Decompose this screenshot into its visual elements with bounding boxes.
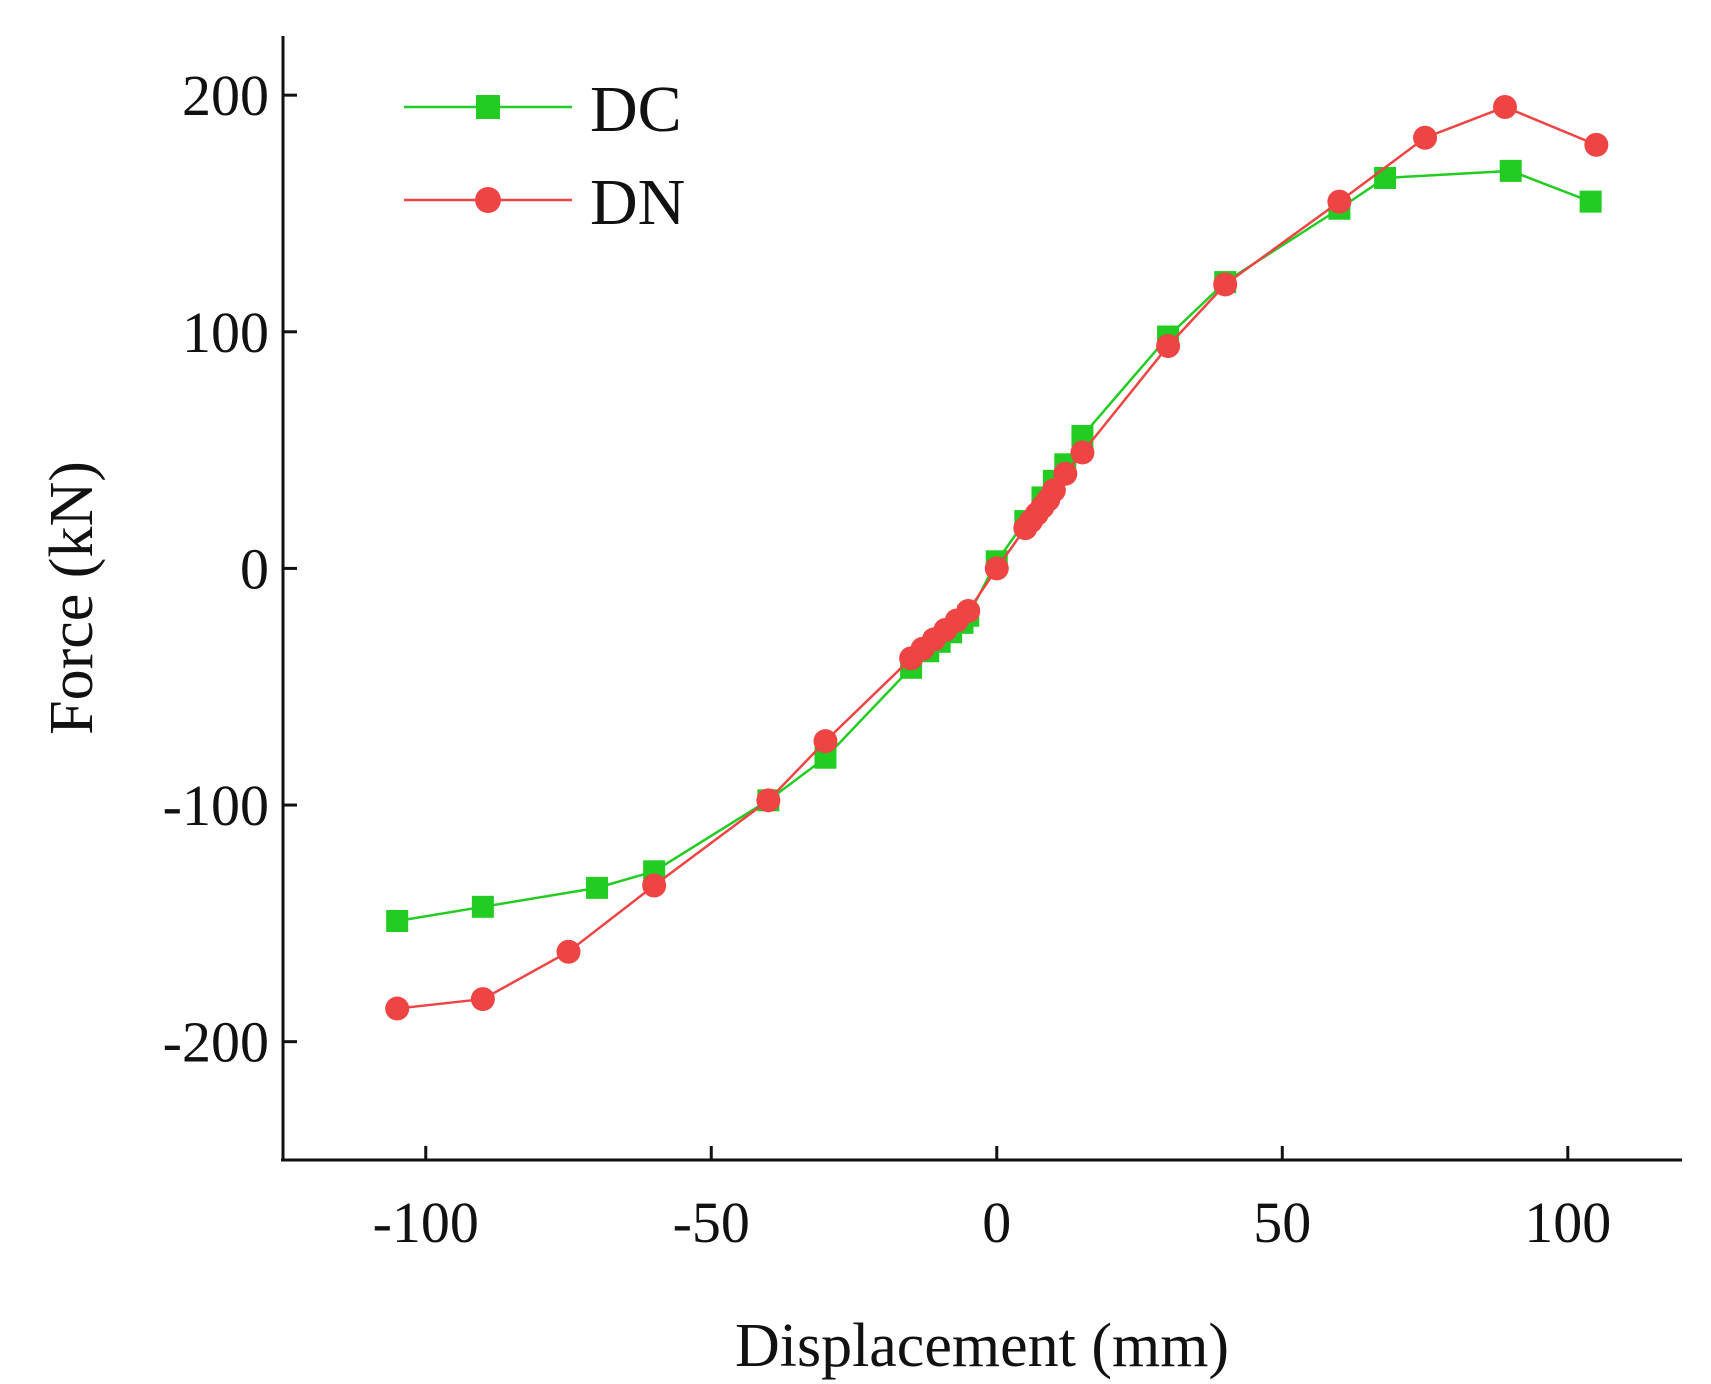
data-point-dn: [1413, 125, 1438, 150]
data-point-dc: [814, 746, 837, 769]
y-tick-label: 0: [240, 536, 269, 601]
legend-marker-dn: [475, 187, 501, 213]
data-point-dc: [1374, 166, 1397, 189]
data-point-dn: [1053, 461, 1078, 486]
x-axis-label: Displacement (mm): [735, 1312, 1229, 1380]
data-point-dn: [1327, 189, 1352, 214]
x-tick-label: -100: [373, 1190, 479, 1255]
data-point-dn: [984, 556, 1009, 581]
data-point-dn: [1070, 440, 1095, 465]
x-tick-label: -50: [673, 1190, 750, 1255]
data-point-dn: [385, 996, 410, 1021]
y-tick-label: 200: [182, 63, 269, 128]
data-point-dn: [1156, 333, 1181, 358]
data-point-dc: [1579, 190, 1602, 213]
data-point-dn: [756, 788, 781, 813]
x-tick-label: 0: [982, 1190, 1011, 1255]
x-tick-label: 100: [1524, 1190, 1611, 1255]
y-tick-label: -200: [163, 1010, 269, 1075]
legend-marker-dc: [476, 95, 500, 119]
data-point-dc: [1499, 159, 1522, 182]
data-point-dn: [642, 873, 667, 898]
legend: DC DN: [404, 73, 685, 239]
data-point-dc: [586, 876, 609, 899]
data-point-dn: [1213, 272, 1238, 297]
x-tick-label: 50: [1253, 1190, 1311, 1255]
series-layer: [385, 94, 1609, 1021]
y-axis-label: Force (kN): [38, 461, 106, 735]
legend-label-dc: DC: [590, 73, 682, 146]
x-ticks: -100 -50 0 50 100: [373, 1146, 1611, 1255]
data-point-dn: [813, 729, 838, 754]
axes: [281, 36, 1682, 1162]
data-point-dn: [556, 939, 581, 964]
y-tick-label: 100: [182, 300, 269, 365]
y-ticks: -200 -100 0 100 200: [163, 63, 297, 1075]
data-point-dc: [386, 910, 409, 933]
y-tick-label: -100: [163, 773, 269, 838]
data-point-dn: [956, 599, 981, 624]
data-point-dn: [470, 987, 495, 1012]
data-point-dn: [1492, 94, 1517, 119]
data-point-dn: [1584, 132, 1609, 157]
data-point-dc: [1071, 424, 1094, 447]
series-line-dc: [396, 169, 1592, 923]
legend-label-dn: DN: [590, 166, 685, 239]
data-point-dc: [471, 895, 494, 918]
